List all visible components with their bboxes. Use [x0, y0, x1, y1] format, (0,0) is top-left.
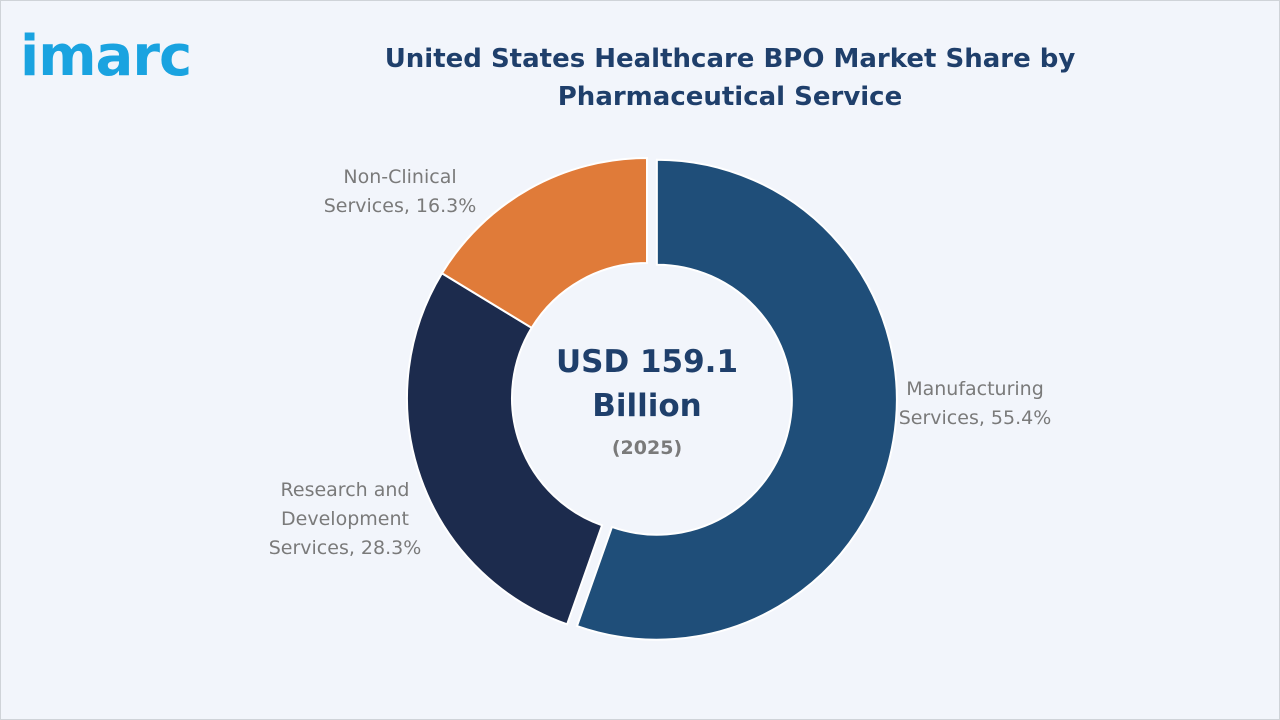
imarc-logo: imarc: [20, 24, 192, 89]
slice-label-manufacturing-line2: Services, 55.4%: [898, 407, 1052, 429]
slice-label-nonclinical-line1: Non-Clinical: [343, 166, 457, 188]
logo-text: imarc: [20, 24, 191, 89]
slice-label-manufacturing: Manufacturing Services, 55.4%: [875, 375, 1075, 433]
slice-label-nonclinical: Non-Clinical Services, 16.3%: [305, 163, 495, 221]
donut-slice-nonclinical: [440, 156, 648, 330]
slice-label-research-line1: Research and Development: [280, 479, 410, 530]
donut-slices: [406, 156, 898, 641]
donut-slice-research: [406, 271, 604, 626]
center-total-value: USD 159.1 Billion: [555, 344, 739, 424]
chart-title: United States Healthcare BPO Market Shar…: [384, 44, 1076, 112]
slice-label-research-line2: Services, 28.3%: [268, 537, 422, 559]
slice-label-nonclinical-line2: Services, 16.3%: [323, 195, 477, 217]
slice-label-manufacturing-line1: Manufacturing: [906, 378, 1044, 400]
donut-slice-manufacturing: [575, 158, 898, 641]
slice-label-research: Research and Development Services, 28.3%: [255, 476, 435, 563]
center-year: (2025): [611, 437, 683, 459]
